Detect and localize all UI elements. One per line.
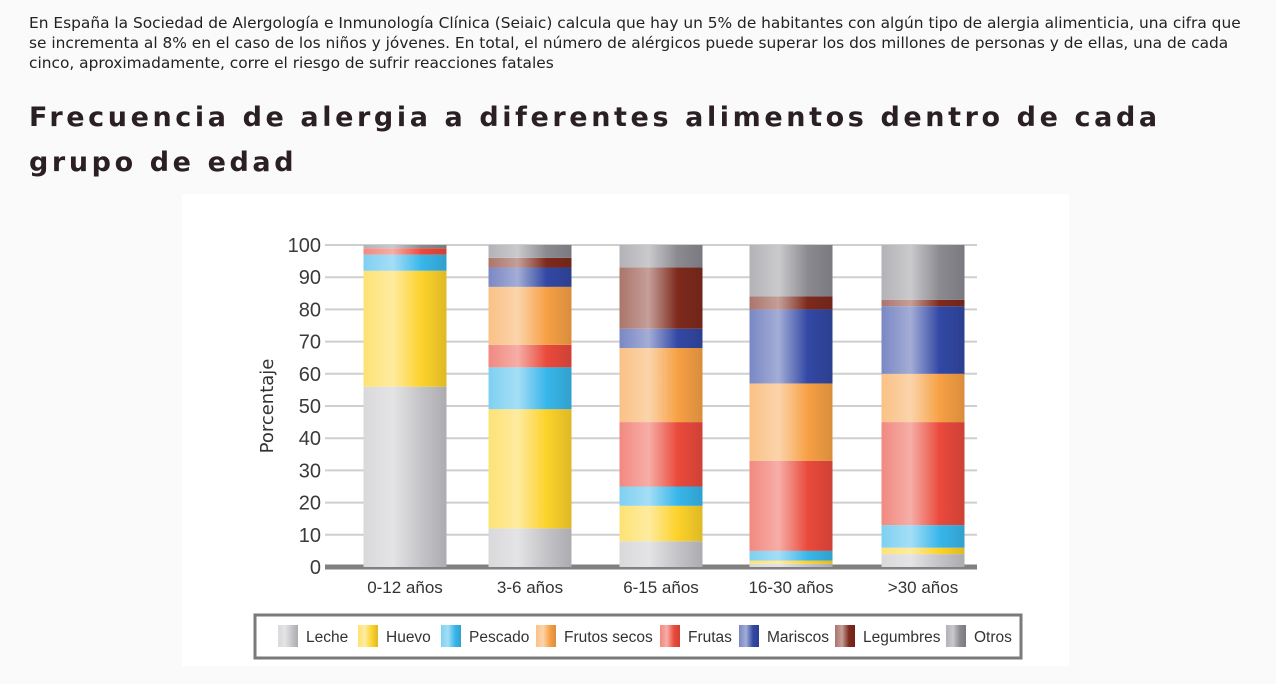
legend-swatch [441,625,461,647]
legend-label: Huevo [386,629,431,646]
bar-segment [363,245,447,249]
legend: Leche Huevo Pescado Frutos secos Frutas Maris… [253,613,1023,660]
y-tick-label: 20 [299,493,321,515]
bar-segment [749,296,833,310]
legend-swatch [946,625,966,647]
bar-segment [881,306,965,374]
bar-segment [749,550,833,561]
legend-label: Legumbres [863,629,941,646]
stacked-bar-chart: 0 10 20 30 40 50 60 70 80 90 100 Porcentaje 0-12 año… [182,194,1069,666]
bar-segment [619,348,703,423]
bar-segment [881,525,965,548]
legend-swatch [660,625,680,647]
bar-segment [363,254,447,271]
bar-segment [881,422,965,526]
bar-segment [488,267,572,287]
y-tick-label: 50 [299,396,321,418]
y-tick-label: 30 [299,460,321,482]
bar-segment [488,344,572,368]
bar-segment [881,373,965,423]
y-tick-label: 0 [310,557,321,579]
bar-segment [619,541,703,567]
chart-heading: Frecuencia de alergia a diferentes alime… [29,102,1161,178]
bar-segment [488,286,572,345]
legend-swatch [739,625,759,647]
y-tick-label: 100 [288,235,321,257]
x-tick-label: 3-6 años [497,578,563,597]
legend-label: Frutas [688,629,732,646]
bar-segment [363,270,447,387]
intro-paragraph: En España la Sociedad de Alergología e I… [29,14,1241,72]
x-tick-label: 16-30 años [748,578,833,597]
y-tick-label: 80 [299,299,321,321]
x-tick-label: 6-15 años [623,578,699,597]
bar-segment [363,386,447,567]
bar-segment [488,367,572,410]
legend-swatch [536,625,556,647]
bar-segment [881,554,965,567]
legend-label: Leche [306,629,348,646]
bar-segment [749,563,833,567]
legend-swatch [835,625,855,647]
bar-segment [749,245,833,297]
bar-stack [749,245,833,567]
y-tick-label: 90 [299,267,321,289]
bar-segment [749,460,833,551]
y-tick-label: 10 [299,525,321,547]
bar-segment [619,505,703,542]
bar-segment [619,328,703,349]
bar-stack [881,245,965,567]
bar-segment [488,409,572,529]
y-axis-label: Porcentaje [257,359,278,454]
bar-segment [619,267,703,329]
legend-label: Frutos secos [564,629,653,646]
bar-stack [363,245,447,567]
legend-swatch [278,625,298,647]
legend-label: Mariscos [767,629,829,646]
bar-segment [749,560,833,564]
bar-segment [881,547,965,555]
bar-segment [488,528,572,567]
chart-svg: 0 10 20 30 40 50 60 70 80 90 100 Porcentaje 0-12 año… [253,235,1023,660]
legend-label: Otros [974,629,1012,646]
bar-segment [749,309,833,384]
y-tick-label: 60 [299,364,321,386]
bar-segment [881,299,965,307]
legend-box [253,613,1023,660]
bar-stack [488,245,572,567]
legend-label: Pescado [469,629,529,646]
bar-segment [363,248,447,255]
bar-segment [488,257,572,268]
bar-segment [488,245,572,258]
bar-segment [619,422,703,487]
x-tick-label: 0-12 años [367,578,443,597]
y-tick-label: 40 [299,428,321,450]
bar-segment [749,383,833,461]
legend-swatch [358,625,378,647]
y-tick-label: 70 [299,332,321,354]
x-tick-label: >30 años [888,578,958,597]
bar-segment [881,245,965,300]
bar-segment [619,245,703,268]
bar-stack [619,245,703,567]
bar-segment [619,486,703,506]
